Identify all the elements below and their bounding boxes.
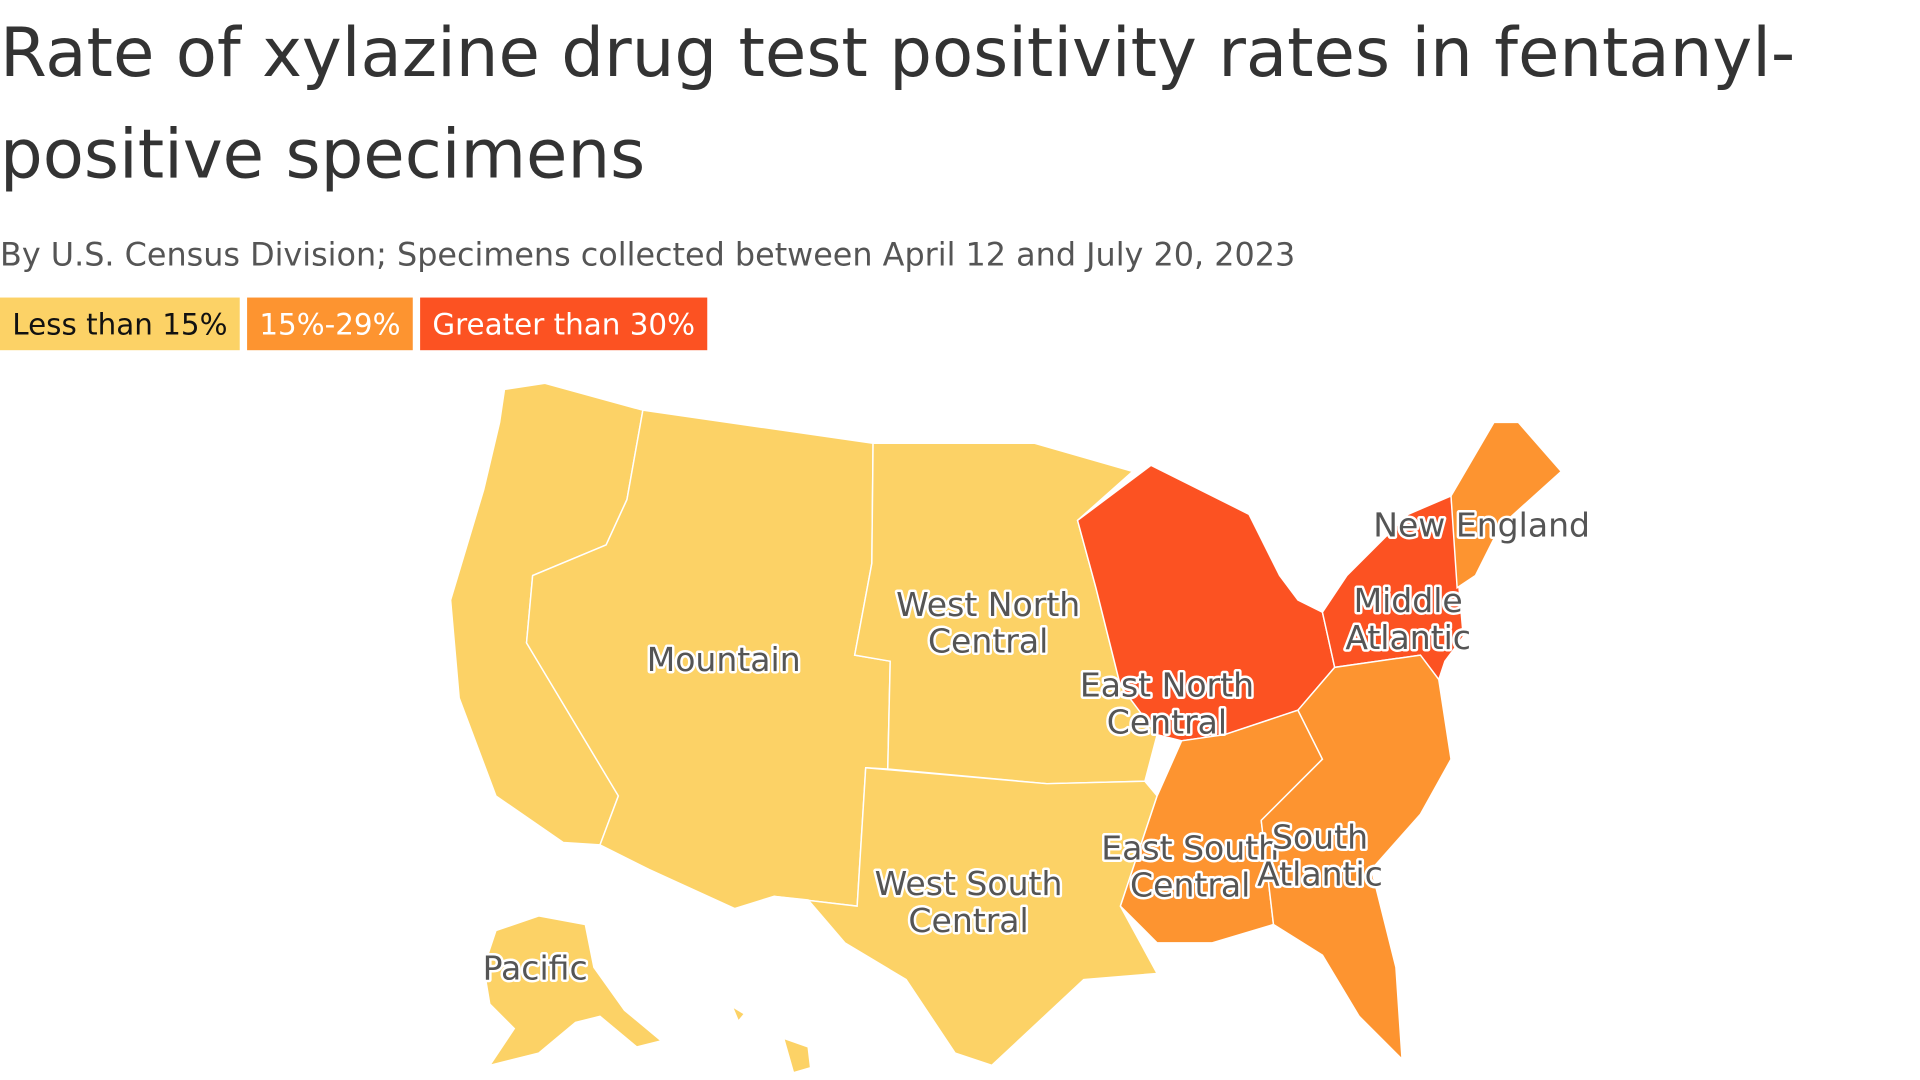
title: Rate of xylazine drug test positivity ra… [0, 13, 1795, 194]
legend-label: 15%-29% [259, 307, 400, 341]
region-label-line: Pacific [483, 949, 588, 988]
region-label-line: Mountain [647, 640, 801, 679]
region-label-line: Atlantic [1257, 854, 1383, 893]
legend: Less than 15% 15%-29% Greater than 30% [0, 297, 708, 351]
legend-item: 15%-29% [247, 297, 413, 351]
legend-swatch [247, 297, 413, 351]
legend-label: Less than 15% [12, 307, 227, 341]
region-label: New England [1371, 503, 1593, 547]
region-label-line: East South [1101, 829, 1279, 868]
subtitle: By U.S. Census Division; Specimens colle… [0, 236, 1295, 274]
region-shape [1260, 654, 1452, 1062]
region-label-line: East North [1080, 666, 1254, 705]
legend-item: Greater than 30% [420, 297, 708, 351]
region-label-line: Middle [1354, 581, 1463, 620]
legend-item: Less than 15% [0, 297, 240, 351]
region-label-line: Central [1107, 702, 1227, 741]
region-shape [853, 442, 1158, 785]
region-label-line: New England [1373, 505, 1590, 544]
legend-swatch [0, 297, 240, 351]
region-label: Mountain [644, 638, 803, 682]
region-label-line: Central [908, 901, 1028, 940]
region-label-line: Atlantic [1345, 618, 1471, 657]
region-shape [1450, 421, 1563, 590]
region-label: Pacific [480, 946, 590, 990]
title-line-1: Rate of xylazine drug test positivity ra… [0, 13, 1795, 92]
region-label-line: Central [928, 622, 1048, 661]
region-label-line: Central [1130, 865, 1250, 904]
legend-swatch [420, 297, 708, 351]
region-label-line: West South [875, 864, 1063, 903]
region-label-line: South [1272, 818, 1368, 857]
region-label-line: West North [896, 585, 1080, 624]
title-line-2: positive specimens [0, 115, 645, 194]
regions [449, 382, 1563, 1074]
region-shape [773, 766, 1159, 1067]
legend-label: Greater than 30% [432, 307, 695, 341]
